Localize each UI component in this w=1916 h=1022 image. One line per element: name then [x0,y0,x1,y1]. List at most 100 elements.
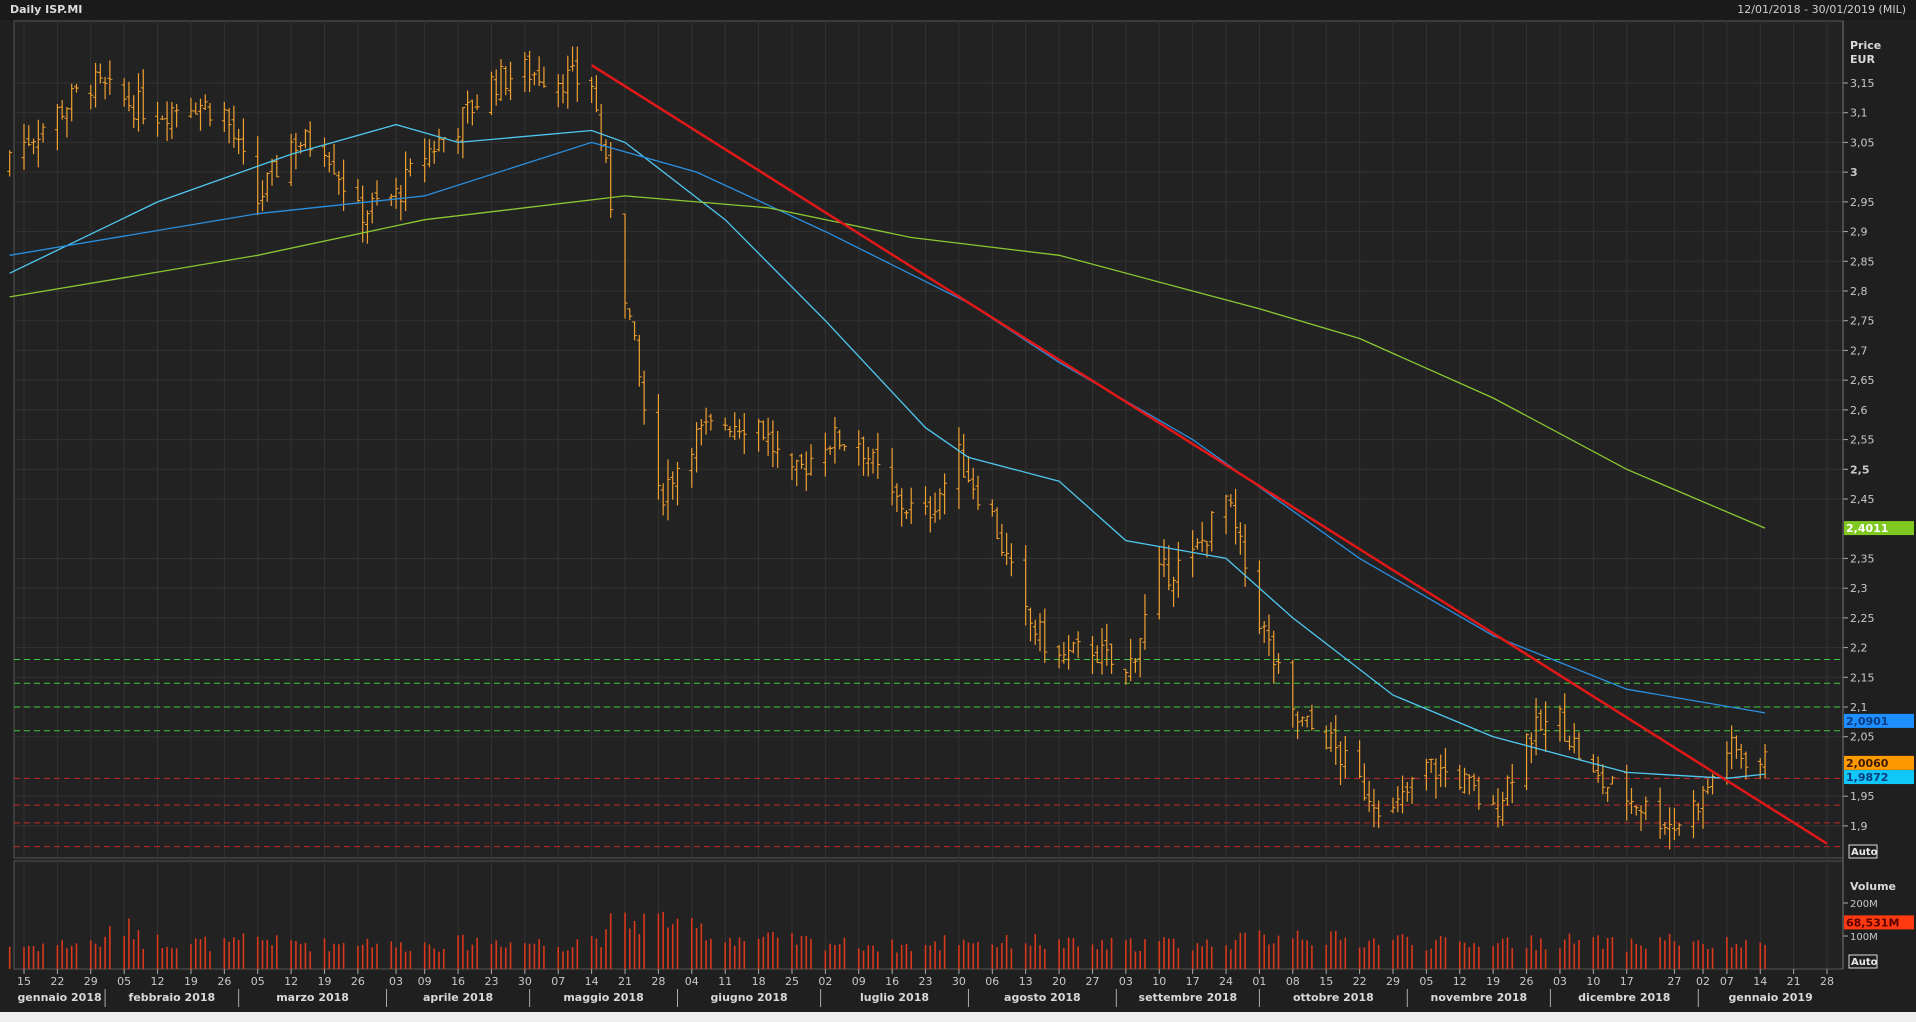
date-tick-label: 09 [852,975,866,988]
price-axis-unit: EUR [1850,53,1875,66]
date-tick-label: 24 [1219,975,1233,988]
date-tick-label: 05 [251,975,265,988]
month-label: gennaio 2018 [17,991,101,1004]
date-tick-label: 28 [651,975,665,988]
chart-title: Daily ISP.MI [10,3,83,16]
date-tick-label: 14 [1753,975,1767,988]
last-value-label: 2,0060 [1846,757,1889,770]
date-tick-label: 23 [484,975,498,988]
month-label: marzo 2018 [276,991,349,1004]
price-tick-label: 2,75 [1850,315,1875,328]
volume-panel [13,860,1844,970]
price-tick-label: 2,1 [1850,701,1868,714]
ohlc-bars [7,46,1768,850]
last-value-label: 1,9872 [1846,771,1888,784]
month-label: febbraio 2018 [129,991,216,1004]
moving-average-ma_fast [9,123,1766,779]
date-tick-label: 16 [885,975,899,988]
date-tick-label: 22 [1353,975,1367,988]
last-value-tag [1844,770,1914,785]
date-tick-label: 05 [117,975,131,988]
price-tick-label: 2,6 [1850,404,1868,417]
date-tick-label: 17 [1620,975,1634,988]
month-label: settembre 2018 [1139,991,1238,1004]
price-axis-label: Price [1850,39,1881,52]
month-label: dicembre 2018 [1578,991,1670,1004]
price-tick-label: 2,9 [1850,226,1868,239]
price-tick-label: 3,05 [1850,136,1875,149]
date-tick-label: 02 [1696,975,1710,988]
last-value-tag [1844,755,1914,770]
price-tick-label: 2,45 [1850,493,1875,506]
footer-strip [0,1012,1916,1022]
price-tick-label: 2,15 [1850,671,1875,684]
volume-tick-label: 200M [1850,899,1878,910]
price-tick-label: 2,25 [1850,612,1875,625]
date-tick-label: 19 [184,975,198,988]
trendline [590,64,1828,845]
date-tick-label: 07 [551,975,565,988]
date-tick-label: 05 [1419,975,1433,988]
date-tick-label: 03 [1119,975,1133,988]
date-tick-label: 15 [17,975,31,988]
price-tick-label: 2,85 [1850,255,1875,268]
month-label: aprile 2018 [423,991,493,1004]
price-auto-button[interactable] [1848,844,1878,859]
price-tick-label: 2,5 [1850,463,1870,476]
date-tick-label: 23 [919,975,933,988]
date-tick-label: 27 [1667,975,1681,988]
date-tick-label: 18 [752,975,766,988]
month-label: luglio 2018 [860,991,929,1004]
date-tick-label: 26 [1520,975,1534,988]
volume-tick-label: 100M [1850,932,1878,943]
date-tick-label: 10 [1152,975,1166,988]
date-tick-label: 12 [284,975,298,988]
volume-auto-button[interactable] [1848,954,1878,969]
last-value-tag [1844,713,1914,728]
volume-bars [8,911,1766,969]
date-tick-label: 01 [1252,975,1266,988]
date-tick-label: 26 [217,975,231,988]
price-auto-button-label[interactable]: Auto [1851,847,1878,858]
price-tick-label: 2,95 [1850,196,1875,209]
last-volume-label: 68,531M [1846,916,1899,929]
month-label: novembre 2018 [1431,991,1528,1004]
date-tick-label: 22 [50,975,64,988]
month-label: giugno 2018 [710,991,787,1004]
date-tick-label: 16 [451,975,465,988]
price-tick-label: 3,15 [1850,77,1875,90]
date-tick-label: 12 [1453,975,1467,988]
date-tick-label: 10 [1586,975,1600,988]
price-tick-label: 2,8 [1850,285,1868,298]
date-tick-label: 21 [1787,975,1801,988]
moving-average-ma_slow [9,195,1766,529]
date-tick-label: 03 [1553,975,1567,988]
date-tick-label: 03 [389,975,403,988]
date-tick-label: 29 [84,975,98,988]
date-tick-label: 27 [1085,975,1099,988]
date-range: 12/01/2018 - 30/01/2019 (MIL) [1737,3,1906,16]
volume-auto-button-label[interactable]: Auto [1851,957,1878,968]
date-tick-label: 20 [1052,975,1066,988]
last-volume-tag [1844,915,1914,930]
month-label: gennaio 2019 [1729,991,1813,1004]
month-label: ottobre 2018 [1293,991,1374,1004]
price-tick-label: 2,65 [1850,374,1875,387]
month-label: agosto 2018 [1004,991,1081,1004]
price-tick-label: 3 [1850,166,1858,179]
last-value-label: 2,0901 [1846,715,1888,728]
date-tick-label: 19 [318,975,332,988]
price-tick-label: 2,05 [1850,731,1875,744]
date-tick-label: 30 [518,975,532,988]
price-tick-label: 2,7 [1850,344,1868,357]
date-tick-label: 12 [151,975,165,988]
price-tick-label: 2,2 [1850,642,1868,655]
date-tick-label: 17 [1186,975,1200,988]
last-value-label: 2,4011 [1846,522,1888,535]
date-tick-label: 19 [1486,975,1500,988]
month-label: maggio 2018 [563,991,643,1004]
price-tick-label: 3,1 [1850,107,1868,120]
date-tick-label: 09 [418,975,432,988]
date-tick-label: 07 [1720,975,1734,988]
